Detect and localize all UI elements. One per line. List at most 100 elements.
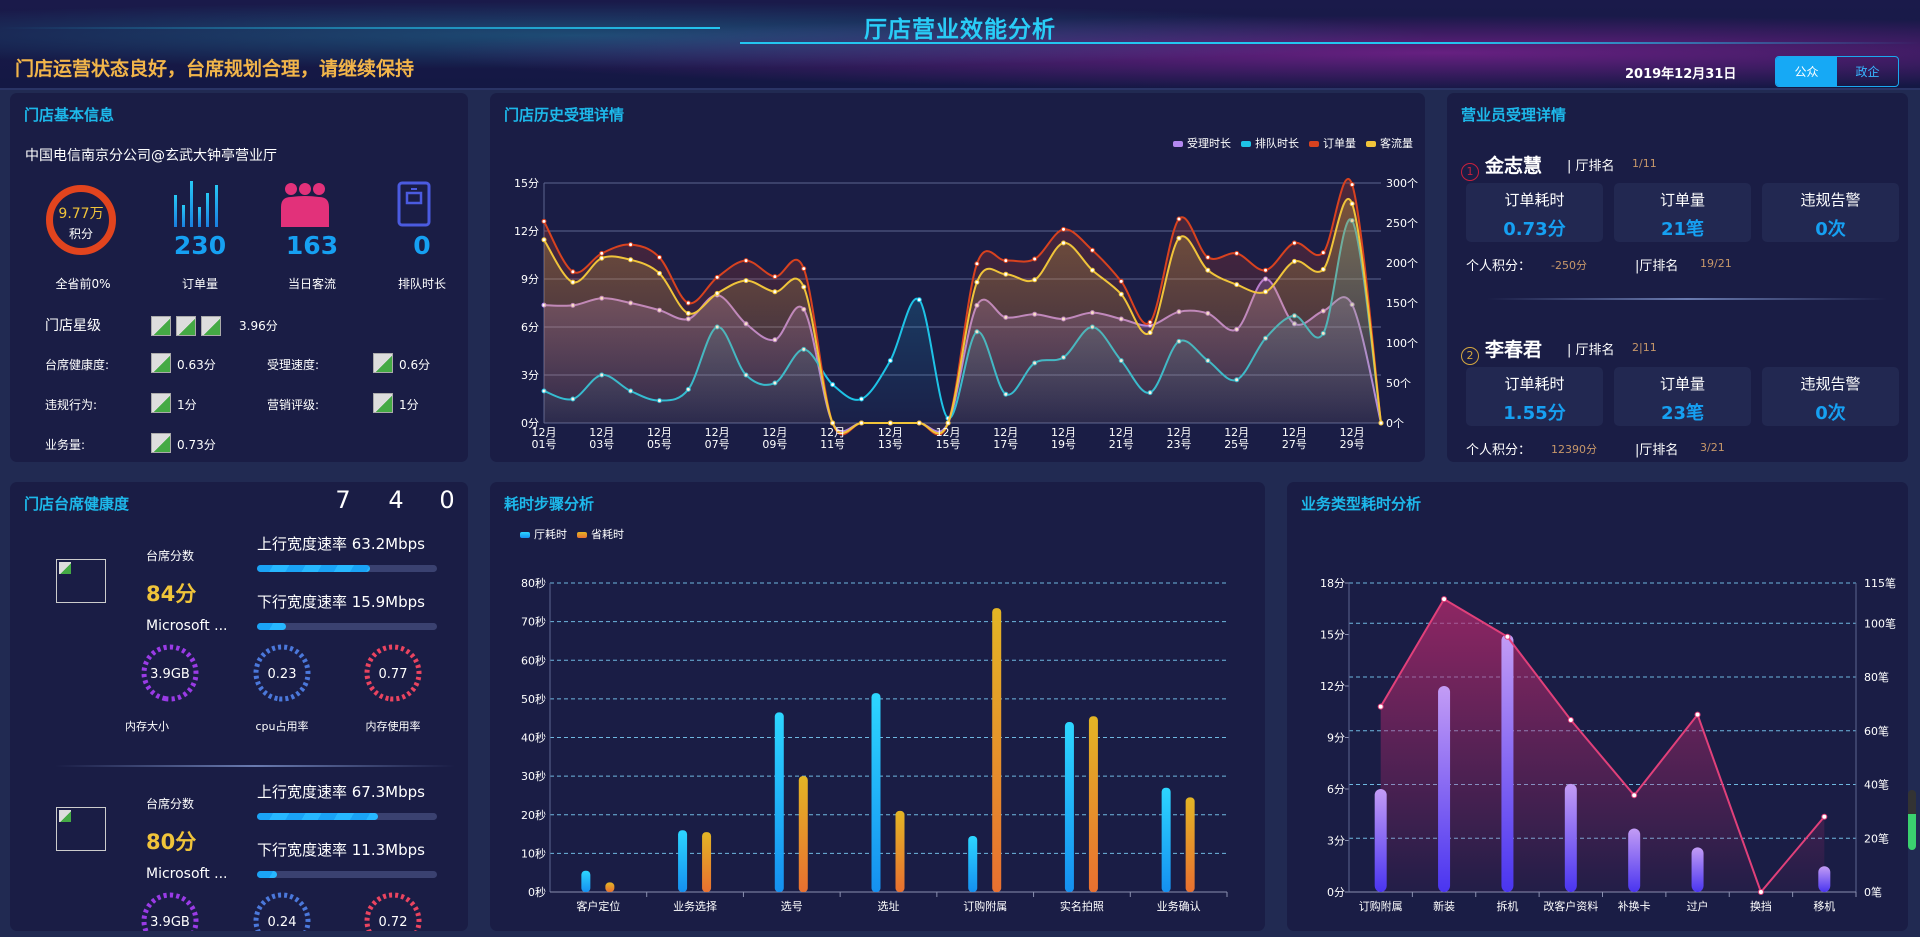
chart-legend: 厅耗时 省耗时 [520,526,624,542]
bar-耗时 [1691,847,1704,892]
data-point [628,242,634,248]
legend-item[interactable]: 排队时长 [1241,135,1299,151]
panel-title: 门店台席健康度 [24,495,130,513]
biz-type-chart: 0分 3分 6分 9分 12分 15分 18分 0笔 20笔 40笔 60笔 80笔 100笔 115笔订… [1320,576,1896,913]
data-point [628,257,634,263]
data-point [1291,240,1297,246]
data-point [1694,711,1701,718]
gauge-ring: 0.72 [364,892,422,931]
x-tick-label: 选址 [878,899,900,913]
x-tick-label: 实名拍照 [1060,899,1104,913]
gauge-value: 0.77 [379,667,408,682]
data-point [1118,291,1124,297]
metric-icon [151,433,171,453]
x-tick-label: 12月03号 [589,426,615,451]
personal-score: -250分 [1551,259,1587,272]
seat-name: Microsoft ... [146,618,228,634]
x-tick-label: 选号 [781,900,803,913]
legend-swatch [577,532,587,538]
gauge-arc [364,892,422,931]
y2-tick-label: 50个 [1386,377,1411,390]
gauge-ring: 3.9GB [141,644,199,702]
scrollbar-thumb[interactable] [1908,790,1916,850]
gauge-label: cpu占用率 [255,720,309,733]
download-speed-label: 下行宽度速率 11.3Mbps [257,841,425,859]
legend-item[interactable]: 订单量 [1309,135,1356,151]
gauge-value: 3.9GB [150,915,190,930]
legend-item[interactable]: 厅耗时 [520,526,567,542]
staff-stat-card: 违规告警 0次 [1762,183,1899,242]
data-point [1003,258,1009,264]
data-point [1147,319,1153,325]
metric-label: 台席健康度: [45,358,110,372]
download-speed-bar [257,871,437,878]
data-point [1176,216,1182,222]
y2-tick-label: 0个 [1386,417,1404,430]
stat-label: 当日客流 [287,277,336,291]
card-label: 违规告警 [1800,375,1861,393]
data-point [1003,271,1009,277]
y-tick-label: 6分 [521,321,539,334]
legend-swatch [1241,141,1251,147]
y-tick-label: 40秒 [521,731,546,745]
header-decor-line [0,27,720,29]
seat-image [56,807,106,851]
personal-score: 12390分 [1551,443,1597,456]
bar-厅耗时 [871,693,881,892]
y-tick-label: 9分 [1327,732,1345,745]
metric-label: 业务量: [45,438,86,452]
x-tick-label: 12月17号 [993,426,1019,451]
x-tick-label: 改客户资料 [1543,899,1598,913]
y-tick-label: 15分 [1320,629,1345,642]
legend-swatch [1173,141,1183,147]
header: 厅店营业效能分析 门店运营状态良好，台席规划合理，请继续保持 2019年12月3… [0,0,1920,90]
panel-title: 耗时步骤分析 [504,495,595,513]
legend-item[interactable]: 受理时长 [1173,135,1231,151]
y-tick-label: 3分 [521,369,539,382]
star-icon [151,316,171,336]
counter-digit: 0 [439,486,455,514]
staff-stat-card: 订单耗时 1.55分 [1466,367,1603,426]
counter-digit: 7 [335,486,351,514]
data-point [1504,633,1511,640]
panel-title: 门店历史受理详情 [504,106,625,124]
y2-tick-label: 115笔 [1864,576,1896,590]
download-speed-bar [257,623,437,630]
toggle-public[interactable]: 公众 [1776,57,1837,86]
data-point [801,266,807,272]
card-label: 违规告警 [1800,191,1861,209]
metric-value: 0.6分 [399,358,431,372]
hall-rank: 3/21 [1700,441,1725,454]
data-point [974,261,980,267]
x-tick-label: 业务选择 [673,899,717,913]
data-point [858,396,864,402]
chart-legend: 受理时长 排队时长 订单量 客流量 [1173,135,1413,151]
gauge-ring: 0.23 [253,644,311,702]
data-point [714,274,720,280]
legend-item[interactable]: 客流量 [1366,135,1413,151]
data-point [772,289,778,295]
hall-rank-label: |厅排名 [1635,443,1679,458]
y-tick-label: 30秒 [521,769,546,783]
x-tick-label: 12月19号 [1051,426,1077,451]
stat-label: 订单量 [181,277,218,291]
data-point [1061,240,1067,246]
staff-stat-card: 订单量 23笔 [1614,367,1751,426]
star-icon [201,316,221,336]
bar-省耗时 [1088,716,1098,892]
legend-item[interactable]: 省耗时 [577,526,624,542]
gauge-value: 0.23 [268,667,297,682]
data-point [1757,889,1764,895]
panel-title: 营业员受理详情 [1461,106,1567,124]
gauge-arc [253,892,311,931]
toggle-enterprise[interactable]: 政企 [1855,65,1880,79]
y-tick-label: 12分 [1320,680,1345,693]
bar-耗时 [1438,686,1451,892]
data-point [1089,247,1095,253]
line-area [1380,599,1825,892]
hall-rank: 19/21 [1700,257,1732,270]
legend-swatch [1366,141,1376,147]
x-tick-label: 12月11号 [820,426,846,451]
broken-image-icon [59,562,71,574]
data-point [1032,277,1038,283]
